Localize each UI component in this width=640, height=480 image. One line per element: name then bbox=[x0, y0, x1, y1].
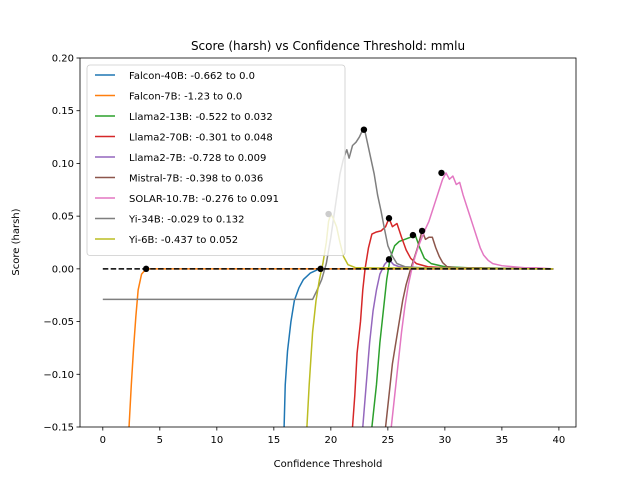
y-tick-label: 0.05 bbox=[52, 212, 74, 223]
legend-entry: Falcon-7B: -1.23 to 0.0 bbox=[129, 92, 242, 103]
legend-box bbox=[86, 64, 346, 256]
max-marker-6 bbox=[438, 169, 445, 177]
x-tick-label: 40 bbox=[553, 435, 566, 446]
max-marker-4 bbox=[385, 256, 393, 263]
y-tick-label: 0.00 bbox=[52, 264, 74, 275]
y-tick-label: −0.10 bbox=[43, 370, 74, 381]
x-axis-label: Confidence Threshold bbox=[274, 459, 383, 470]
y-axis-label: Score (harsh) bbox=[11, 208, 22, 275]
y-axis: −0.15 −0.10 −0.05 0.00 0.05 0.10 0.15 0.20 bbox=[43, 54, 80, 434]
max-marker-0 bbox=[317, 265, 324, 273]
max-marker-7 bbox=[360, 126, 368, 133]
y-tick-label: 0.20 bbox=[52, 54, 74, 65]
x-tick-label: 10 bbox=[210, 435, 223, 446]
y-tick-label: −0.15 bbox=[43, 423, 74, 434]
x-tick-label: 5 bbox=[157, 435, 163, 446]
y-tick-label: 0.15 bbox=[52, 106, 74, 117]
legend-entry: Mistral-7B: -0.398 to 0.036 bbox=[129, 174, 263, 185]
series-line-0 bbox=[283, 268, 554, 427]
chart-title: Score (harsh) vs Confidence Threshold: m… bbox=[191, 39, 465, 53]
x-tick-label: 25 bbox=[381, 435, 394, 446]
x-axis: 0 5 10 15 20 25 30 35 40 bbox=[100, 427, 566, 446]
x-tick-label: 15 bbox=[267, 435, 280, 446]
series-line-5 bbox=[384, 230, 554, 427]
max-marker-1 bbox=[142, 265, 150, 273]
legend-entry: SOLAR-10.7B: -0.276 to 0.091 bbox=[129, 194, 279, 205]
legend-entry: Falcon-40B: -0.662 to 0.0 bbox=[129, 71, 255, 82]
plot-frame bbox=[79, 57, 577, 428]
x-tick-label: 20 bbox=[324, 435, 337, 446]
legend-entry: Llama2-7B: -0.728 to 0.009 bbox=[129, 153, 266, 164]
y-tick-label: −0.05 bbox=[43, 317, 74, 328]
series-line-6 bbox=[390, 172, 554, 427]
legend-entry: Llama2-70B: -0.301 to 0.048 bbox=[129, 133, 273, 144]
max-marker-3 bbox=[385, 215, 393, 222]
legend: Falcon-40B: -0.662 to 0.0 Falcon-7B: -1.2… bbox=[86, 64, 346, 256]
max-marker-2 bbox=[409, 231, 417, 239]
y-tick-label: 0.10 bbox=[52, 159, 74, 170]
x-tick-label: 0 bbox=[100, 435, 106, 446]
x-tick-label: 30 bbox=[439, 435, 452, 446]
max-marker-5 bbox=[418, 227, 426, 235]
legend-entry: Yi-6B: -0.437 to 0.052 bbox=[128, 235, 238, 246]
legend-entry: Llama2-13B: -0.522 to 0.032 bbox=[129, 112, 273, 123]
legend-entry: Yi-34B: -0.029 to 0.132 bbox=[128, 215, 245, 226]
series-line-2 bbox=[371, 234, 554, 427]
x-tick-label: 35 bbox=[496, 435, 509, 446]
